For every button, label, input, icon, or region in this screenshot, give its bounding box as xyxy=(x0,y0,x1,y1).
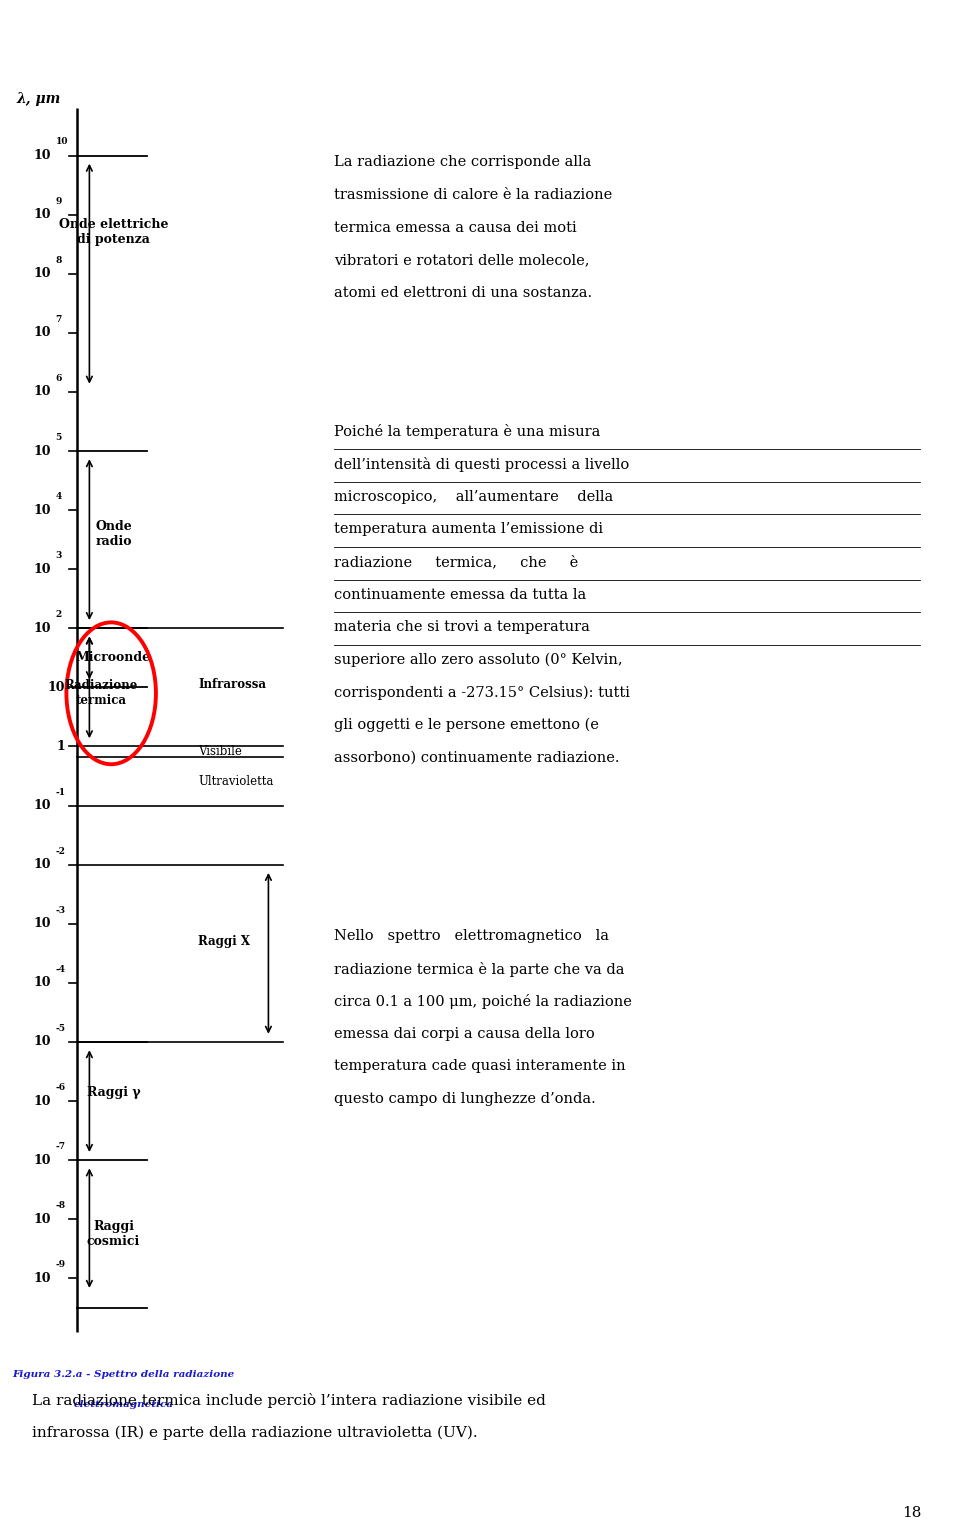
Text: Onde
radio: Onde radio xyxy=(95,520,132,548)
Text: 2: 2 xyxy=(56,611,61,620)
Text: 8: 8 xyxy=(56,255,61,265)
Text: La radiazione che corrisponde alla: La radiazione che corrisponde alla xyxy=(334,155,591,169)
Text: 10: 10 xyxy=(34,1035,51,1049)
Text: -7: -7 xyxy=(56,1143,65,1150)
Text: La radiazione termica include perciò l’intera radiazione visibile ed: La radiazione termica include perciò l’i… xyxy=(32,1393,545,1409)
Text: 5: 5 xyxy=(56,432,61,441)
Text: 10: 10 xyxy=(34,208,51,221)
Text: Nello   spettro   elettromagnetico   la: Nello spettro elettromagnetico la xyxy=(334,929,609,943)
Text: radiazione     termica,     che     è: radiazione termica, che è xyxy=(334,555,578,569)
Text: 10: 10 xyxy=(34,917,51,930)
Text: superiore allo zero assoluto (0° Kelvin,: superiore allo zero assoluto (0° Kelvin, xyxy=(334,652,623,667)
Text: 10: 10 xyxy=(34,386,51,398)
Text: Raggi X: Raggi X xyxy=(199,935,251,947)
Text: 1: 1 xyxy=(57,740,65,754)
Text: temperatura cade quasi interamente in: temperatura cade quasi interamente in xyxy=(334,1060,626,1074)
Text: elettromagnetica: elettromagnetica xyxy=(73,1400,174,1409)
Text: -4: -4 xyxy=(56,964,65,974)
Text: 10: 10 xyxy=(34,1272,51,1284)
Text: infrarossa (IR) e parte della radiazione ultravioletta (UV).: infrarossa (IR) e parte della radiazione… xyxy=(32,1426,477,1441)
Text: Infrarossa: Infrarossa xyxy=(199,678,266,691)
Text: 10: 10 xyxy=(56,137,68,146)
Text: Onde elettriche
di potenza: Onde elettriche di potenza xyxy=(59,218,168,246)
Text: Raggi γ: Raggi γ xyxy=(86,1086,140,1098)
Text: Microonde: Microonde xyxy=(76,652,151,664)
Text: λ, μm: λ, μm xyxy=(17,92,61,106)
Text: gli oggetti e le persone emettono (e: gli oggetti e le persone emettono (e xyxy=(334,718,599,732)
Text: 10: 10 xyxy=(34,1154,51,1167)
Text: microscopico,    all’aumentare    della: microscopico, all’aumentare della xyxy=(334,489,613,504)
Text: circa 0.1 a 100 μm, poiché la radiazione: circa 0.1 a 100 μm, poiché la radiazione xyxy=(334,994,632,1009)
Text: 10: 10 xyxy=(34,1213,51,1226)
Text: -3: -3 xyxy=(56,906,65,915)
Text: 18: 18 xyxy=(902,1506,922,1520)
Text: dell’intensità di questi processi a livello: dell’intensità di questi processi a live… xyxy=(334,457,630,472)
Text: 10: 10 xyxy=(34,563,51,575)
Text: 10: 10 xyxy=(34,858,51,871)
Text: 10: 10 xyxy=(34,503,51,517)
Text: corrispondenti a -273.15° Celsius): tutti: corrispondenti a -273.15° Celsius): tutt… xyxy=(334,686,630,700)
Text: continuamente emessa da tutta la: continuamente emessa da tutta la xyxy=(334,588,587,601)
Text: 10: 10 xyxy=(34,800,51,812)
Text: -5: -5 xyxy=(56,1024,65,1034)
Text: -8: -8 xyxy=(56,1201,65,1210)
Text: termica emessa a causa dei moti: termica emessa a causa dei moti xyxy=(334,220,577,235)
Text: -2: -2 xyxy=(56,846,65,855)
Text: assorbono) continuamente radiazione.: assorbono) continuamente radiazione. xyxy=(334,751,619,764)
Text: 7: 7 xyxy=(56,315,61,323)
Text: trasmissione di calore è la radiazione: trasmissione di calore è la radiazione xyxy=(334,188,612,201)
Text: emessa dai corpi a causa della loro: emessa dai corpi a causa della loro xyxy=(334,1027,595,1041)
Text: 10: 10 xyxy=(34,444,51,457)
Text: radiazione termica è la parte che va da: radiazione termica è la parte che va da xyxy=(334,961,625,977)
Text: 3: 3 xyxy=(56,551,61,560)
Text: vibratori e rotatori delle molecole,: vibratori e rotatori delle molecole, xyxy=(334,254,589,268)
Text: 10: 10 xyxy=(34,1095,51,1107)
Text: 6: 6 xyxy=(56,374,61,383)
Text: Raggi
cosmici: Raggi cosmici xyxy=(87,1220,140,1247)
Text: 10: 10 xyxy=(34,977,51,989)
Text: Visibile: Visibile xyxy=(199,746,242,758)
Text: 10: 10 xyxy=(48,681,65,694)
Text: -6: -6 xyxy=(56,1083,65,1092)
Text: materia che si trovi a temperatura: materia che si trovi a temperatura xyxy=(334,620,590,634)
Text: Figura 3.2.a - Spettro della radiazione: Figura 3.2.a - Spettro della radiazione xyxy=(12,1370,234,1380)
Text: questo campo di lunghezze d’onda.: questo campo di lunghezze d’onda. xyxy=(334,1092,596,1106)
Text: 10: 10 xyxy=(34,326,51,340)
Text: 10: 10 xyxy=(34,149,51,161)
Text: 4: 4 xyxy=(56,492,61,501)
Text: atomi ed elettroni di una sostanza.: atomi ed elettroni di una sostanza. xyxy=(334,286,592,300)
Text: 9: 9 xyxy=(56,197,61,206)
Text: Ultravioletta: Ultravioletta xyxy=(199,775,274,789)
Text: Radiazione
termica: Radiazione termica xyxy=(65,680,138,707)
Text: 10: 10 xyxy=(34,621,51,635)
Text: -1: -1 xyxy=(56,787,65,797)
Text: Poiché la temperatura è una misura: Poiché la temperatura è una misura xyxy=(334,424,600,440)
Text: -9: -9 xyxy=(56,1260,65,1269)
Text: temperatura aumenta l’emissione di: temperatura aumenta l’emissione di xyxy=(334,523,603,537)
Text: 10: 10 xyxy=(34,268,51,280)
